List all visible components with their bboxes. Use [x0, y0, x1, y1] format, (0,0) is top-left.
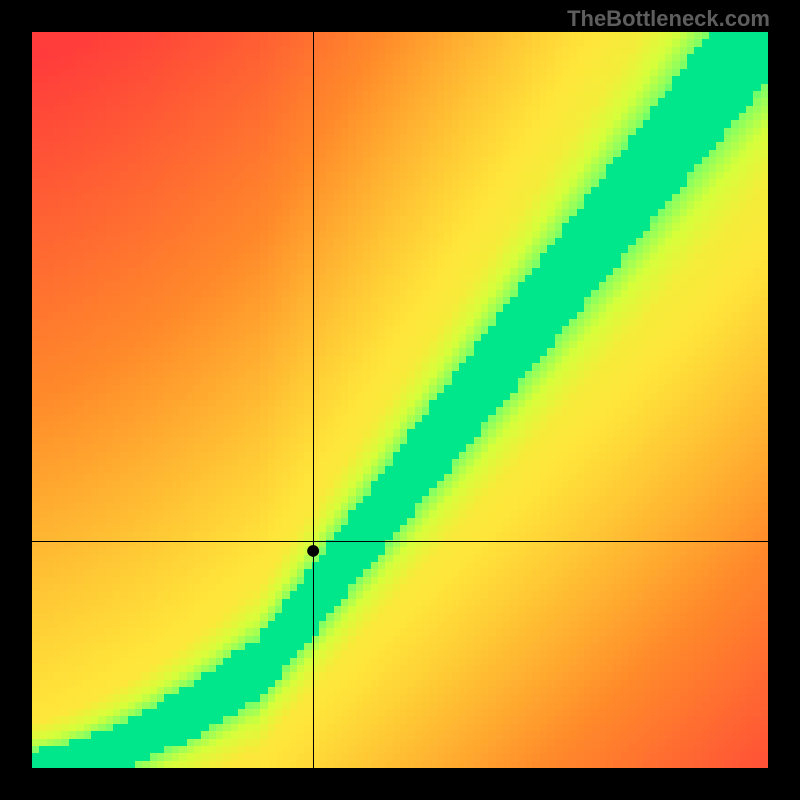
chart-stage: TheBottleneck.com: [0, 0, 800, 800]
bottleneck-heatmap-canvas: [0, 0, 800, 800]
